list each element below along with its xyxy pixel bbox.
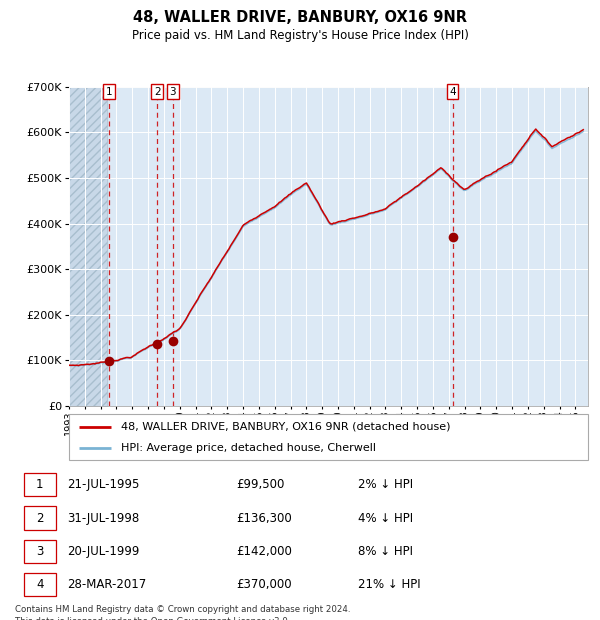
- Text: Price paid vs. HM Land Registry's House Price Index (HPI): Price paid vs. HM Land Registry's House …: [131, 29, 469, 42]
- Text: £142,000: £142,000: [236, 545, 292, 558]
- Text: HPI: Average price, detached house, Cherwell: HPI: Average price, detached house, Cher…: [121, 443, 376, 453]
- Text: 3: 3: [169, 87, 176, 97]
- Text: 2: 2: [154, 87, 161, 97]
- Text: 20-JUL-1999: 20-JUL-1999: [67, 545, 140, 558]
- Text: 2% ↓ HPI: 2% ↓ HPI: [358, 478, 413, 491]
- Text: 21-JUL-1995: 21-JUL-1995: [67, 478, 140, 491]
- Text: 4% ↓ HPI: 4% ↓ HPI: [358, 512, 413, 525]
- Text: £370,000: £370,000: [236, 578, 292, 591]
- Text: £136,300: £136,300: [236, 512, 292, 525]
- Text: 4: 4: [449, 87, 456, 97]
- FancyBboxPatch shape: [23, 473, 56, 497]
- Text: 28-MAR-2017: 28-MAR-2017: [67, 578, 146, 591]
- Text: 21% ↓ HPI: 21% ↓ HPI: [358, 578, 421, 591]
- Text: Contains HM Land Registry data © Crown copyright and database right 2024.
This d: Contains HM Land Registry data © Crown c…: [15, 604, 350, 620]
- Text: 8% ↓ HPI: 8% ↓ HPI: [358, 545, 413, 558]
- Text: 1: 1: [106, 87, 113, 97]
- Text: 4: 4: [36, 578, 43, 591]
- Text: £99,500: £99,500: [236, 478, 284, 491]
- Text: 1: 1: [36, 478, 43, 491]
- Text: 48, WALLER DRIVE, BANBURY, OX16 9NR: 48, WALLER DRIVE, BANBURY, OX16 9NR: [133, 10, 467, 25]
- Text: 2: 2: [36, 512, 43, 525]
- Text: 3: 3: [36, 545, 43, 558]
- FancyBboxPatch shape: [23, 507, 56, 529]
- FancyBboxPatch shape: [23, 540, 56, 563]
- Text: 31-JUL-1998: 31-JUL-1998: [67, 512, 140, 525]
- FancyBboxPatch shape: [69, 414, 588, 460]
- Text: 48, WALLER DRIVE, BANBURY, OX16 9NR (detached house): 48, WALLER DRIVE, BANBURY, OX16 9NR (det…: [121, 422, 451, 432]
- FancyBboxPatch shape: [23, 573, 56, 596]
